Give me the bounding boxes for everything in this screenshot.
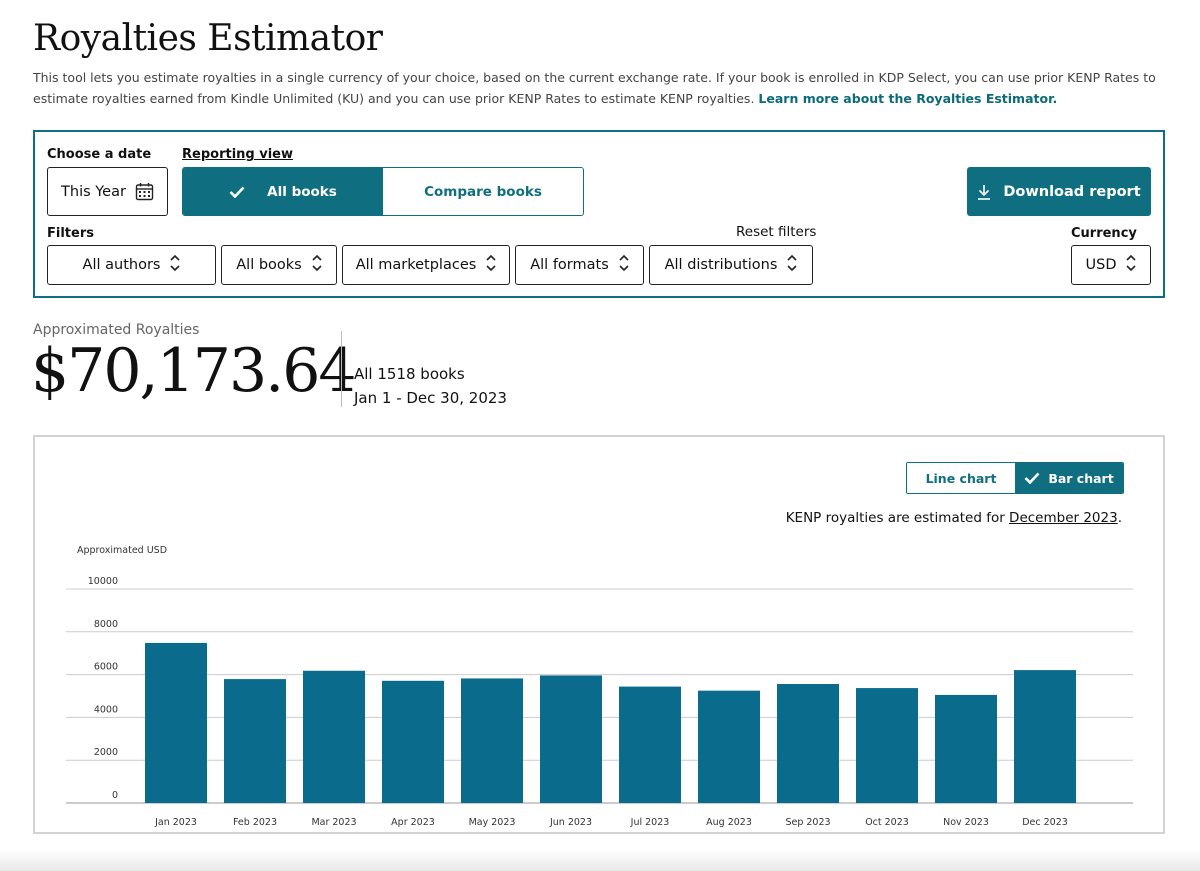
reporting-view-toggle: All books Compare books [182, 167, 584, 216]
page-title: Royalties Estimator [33, 18, 383, 59]
x-tick-label: Mar 2023 [311, 817, 356, 828]
chevron-updown-icon [1126, 254, 1137, 276]
bar-jul-2023[interactable] [619, 686, 681, 803]
date-range: Jan 1 - Dec 30, 2023 [354, 389, 507, 407]
download-report-button[interactable]: Download report [967, 167, 1151, 216]
x-tick-label: Aug 2023 [706, 817, 752, 828]
all-books-tab[interactable]: All books [183, 168, 383, 215]
bar-feb-2023[interactable] [224, 679, 286, 803]
currency-value: USD [1085, 257, 1117, 273]
x-tick-label: Dec 2023 [1022, 817, 1068, 828]
bar-apr-2023[interactable] [382, 680, 444, 803]
compare-books-tab-label: Compare books [424, 183, 542, 200]
filter-value: All formats [530, 257, 609, 273]
filters-panel: Choose a date This Year Reporting view A… [33, 130, 1165, 298]
chevron-updown-icon [170, 254, 181, 276]
filter-value: All books [236, 257, 302, 273]
chart-type-toggle: Line chart Bar chart [906, 462, 1124, 494]
filter-value: All marketplaces [355, 257, 477, 273]
download-icon [977, 184, 991, 200]
page-description: This tool lets you estimate royalties in… [33, 67, 1173, 109]
chart-card: Line chart Bar chart KENP royalties are … [33, 435, 1165, 834]
author-filter[interactable]: All authors [47, 245, 216, 285]
bar-dec-2023[interactable] [1014, 670, 1076, 803]
bar-mar-2023[interactable] [303, 670, 365, 803]
kenp-note-suffix: . [1117, 510, 1122, 526]
y-axis-label: Approximated USD [77, 545, 167, 556]
check-icon [1024, 472, 1040, 484]
bar-nov-2023[interactable] [935, 694, 997, 803]
bar-sep-2023[interactable] [777, 684, 839, 803]
y-tick-label: 2000 [94, 747, 118, 758]
chevron-updown-icon [619, 254, 629, 276]
date-value: This Year [61, 183, 126, 200]
distribution-filter[interactable]: All distributions [649, 245, 813, 285]
bar-may-2023[interactable] [461, 678, 523, 803]
compare-books-tab[interactable]: Compare books [383, 168, 583, 215]
format-filter[interactable]: All formats [515, 245, 644, 285]
bar-jan-2023[interactable] [145, 642, 207, 803]
x-tick-label: Jun 2023 [549, 817, 592, 828]
y-tick-label: 8000 [94, 619, 118, 630]
chevron-updown-icon [486, 254, 496, 276]
bar-aug-2023[interactable] [698, 690, 760, 803]
check-icon [229, 186, 245, 198]
x-tick-label: Jul 2023 [630, 817, 670, 828]
y-tick-label: 4000 [94, 704, 118, 715]
book-filter[interactable]: All books [221, 245, 337, 285]
books-count: All 1518 books [354, 365, 465, 383]
x-tick-label: Nov 2023 [943, 817, 989, 828]
calendar-icon [135, 182, 154, 201]
description-text: This tool lets you estimate royalties in… [33, 70, 1156, 106]
bar-chart-label: Bar chart [1048, 470, 1114, 486]
summary-divider [341, 331, 342, 407]
chevron-updown-icon [787, 254, 797, 276]
x-tick-label: Sep 2023 [785, 817, 830, 828]
line-chart-button[interactable]: Line chart [907, 463, 1015, 493]
bar-jun-2023[interactable] [540, 675, 602, 803]
y-tick-label: 0 [112, 790, 118, 801]
kenp-month-link[interactable]: December 2023 [1009, 510, 1118, 526]
date-selector[interactable]: This Year [47, 167, 168, 216]
bar-chart-button[interactable]: Bar chart [1015, 463, 1123, 493]
line-chart-label: Line chart [925, 470, 997, 486]
chevron-updown-icon [312, 254, 322, 276]
royalties-bar-chart: Approximated USD 0200040006000800010000 … [66, 545, 1133, 828]
date-label: Choose a date [47, 147, 152, 162]
download-report-label: Download report [1003, 183, 1141, 200]
filter-value: All distributions [664, 257, 778, 273]
filters-label: Filters [47, 226, 94, 241]
marketplace-filter[interactable]: All marketplaces [342, 245, 510, 285]
y-tick-label: 6000 [94, 662, 118, 673]
x-tick-label: Feb 2023 [233, 817, 277, 828]
page-footer-shadow [0, 848, 1200, 871]
all-books-tab-label: All books [267, 183, 337, 200]
x-tick-label: Apr 2023 [391, 817, 435, 828]
kenp-note-text: KENP royalties are estimated for [785, 510, 1010, 526]
approximated-royalties-label: Approximated Royalties [33, 322, 200, 338]
currency-selector[interactable]: USD [1071, 245, 1151, 285]
reporting-view-label: Reporting view [182, 147, 293, 162]
x-tick-label: Oct 2023 [865, 817, 909, 828]
y-tick-label: 10000 [88, 576, 118, 587]
currency-label: Currency [1071, 226, 1137, 241]
filter-value: All authors [82, 257, 161, 273]
royalties-total: $70,173.64 [31, 336, 357, 406]
bar-oct-2023[interactable] [856, 688, 918, 803]
learn-more-link[interactable]: Learn more about the Royalties Estimator… [758, 91, 1058, 106]
kenp-note: KENP royalties are estimated for Decembe… [786, 510, 1122, 526]
x-tick-label: May 2023 [469, 817, 516, 828]
x-tick-label: Jan 2023 [154, 817, 197, 828]
reset-filters-link[interactable]: Reset filters [736, 224, 817, 240]
